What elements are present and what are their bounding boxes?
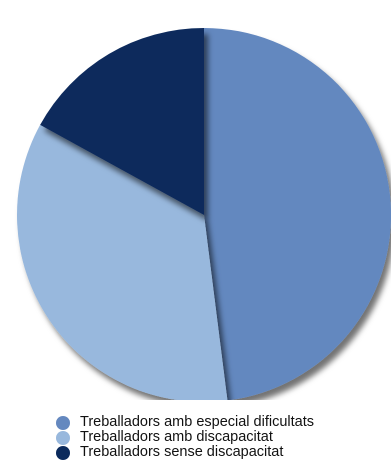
legend-item: Treballadors amb discapacitat xyxy=(56,430,391,445)
legend-item: Treballadors sense discapacitat xyxy=(56,445,391,460)
legend-swatch-icon xyxy=(56,430,70,445)
pie-slice-1 xyxy=(204,28,391,400)
pie-slice-2 xyxy=(17,124,228,400)
legend: Treballadors amb especial dificultats Tr… xyxy=(56,415,391,460)
legend-label: Treballadors amb discapacitat xyxy=(80,429,273,445)
pie-slice-3 xyxy=(40,28,204,215)
legend-label: Treballadors amb especial dificultats xyxy=(80,414,314,430)
pie-chart xyxy=(17,28,391,400)
legend-item: Treballadors amb especial dificultats xyxy=(56,415,391,430)
legend-swatch-icon xyxy=(56,415,70,430)
legend-label: Treballadors sense discapacitat xyxy=(80,444,284,460)
legend-swatch-icon xyxy=(56,445,70,460)
